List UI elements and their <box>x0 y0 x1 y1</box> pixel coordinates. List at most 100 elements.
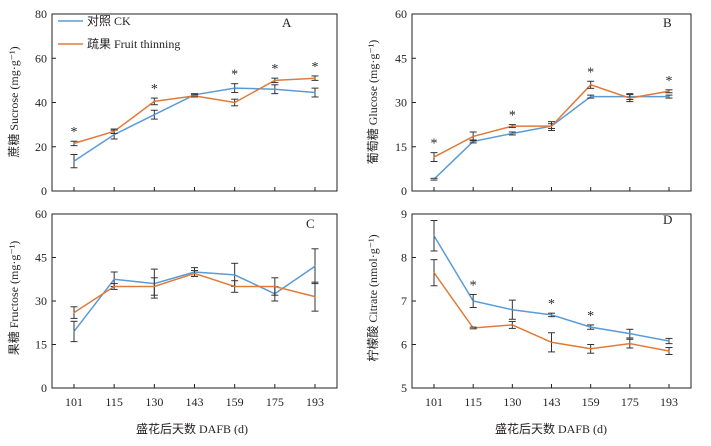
data-point-thinning-d <box>550 341 553 344</box>
x-tick-label-d: 143 <box>543 395 561 409</box>
panel-tag-b: B <box>663 15 672 30</box>
plot-frame-b <box>411 13 692 192</box>
y-tick-label-a: 20 <box>35 140 47 154</box>
data-point-thinning-d <box>433 271 435 274</box>
data-point-ck-a <box>314 91 316 94</box>
significance-marker-a: * <box>312 60 319 75</box>
x-axis-label-left: 盛花后天数 DAFB (d) <box>136 421 248 436</box>
x-tick-label-c: 175 <box>266 395 284 409</box>
data-point-thinning-c <box>73 311 75 314</box>
legend: 对照 CK 疏果 Fruit thinning <box>58 14 180 51</box>
x-tick-label-d: 130 <box>503 395 521 409</box>
data-point-thinning-d <box>668 350 670 352</box>
x-tick-label-c: 115 <box>105 395 123 409</box>
y-tick-label-c: 0 <box>41 381 47 395</box>
significance-marker-d: * <box>587 309 594 324</box>
data-point-ck-d <box>589 326 592 328</box>
data-point-thinning-c <box>314 295 316 298</box>
data-point-thinning-c <box>274 285 276 288</box>
significance-marker-b: * <box>587 65 594 80</box>
y-tick-label-a: 80 <box>35 7 47 21</box>
data-point-thinning-b <box>433 156 435 158</box>
data-point-ck-c <box>314 265 316 268</box>
data-point-ck-d <box>433 234 435 237</box>
data-point-ck-d <box>668 340 670 342</box>
plot-frame-c <box>51 213 338 389</box>
significance-marker-a: * <box>71 125 78 140</box>
data-point-ck-b <box>511 132 514 135</box>
legend-label-ck: 对照 CK <box>87 14 131 28</box>
y-tick-label-c: 60 <box>35 207 47 221</box>
data-point-ck-a <box>274 88 276 91</box>
plot-area-c: 0 15 30 45 60 101 115 130 143 159 175 193 <box>35 207 338 409</box>
y-tick-label-a: 0 <box>41 184 47 198</box>
panel-b: 0 15 30 45 60 * * * * B 葡萄糖 Glucose (mg·g⁻¹) <box>365 7 692 198</box>
x-tick-label-c: 193 <box>306 395 324 409</box>
y-tick-label-d: 8 <box>401 251 407 265</box>
data-point-thinning-b <box>550 125 553 127</box>
data-point-thinning-d <box>589 348 592 350</box>
data-point-ck-c <box>113 278 115 281</box>
data-point-thinning-b <box>472 135 474 138</box>
data-point-ck-b <box>433 178 435 180</box>
data-point-thinning-a <box>314 77 316 79</box>
data-point-ck-a <box>233 87 236 89</box>
y-tick-label-d: 9 <box>401 207 407 221</box>
y-axis-label-c: 果糖 Fructose (mg·g⁻¹) <box>6 241 21 356</box>
y-tick-label-d: 5 <box>401 381 407 395</box>
data-point-thinning-b <box>668 90 670 93</box>
data-point-thinning-b <box>629 97 631 99</box>
series-line-ck-a <box>73 87 316 162</box>
data-point-thinning-d <box>472 327 474 329</box>
y-tick-label-b: 15 <box>395 140 407 154</box>
x-tick-label-c: 159 <box>226 395 244 409</box>
data-point-thinning-b <box>511 125 514 127</box>
x-tick-label-d: 175 <box>621 395 639 409</box>
y-tick-label-b: 0 <box>401 184 407 198</box>
significance-marker-a: * <box>271 62 278 77</box>
x-tick-label-c: 130 <box>145 395 163 409</box>
significance-marker-a: * <box>151 82 158 97</box>
y-tick-label-a: 60 <box>35 51 47 65</box>
significance-marker-a: * <box>231 68 238 83</box>
series-line-thinning-a <box>73 77 316 145</box>
data-point-thinning-a <box>193 95 196 97</box>
series-line-thinning-b <box>433 83 670 158</box>
y-tick-label-b: 30 <box>395 96 407 110</box>
panel-d: 5 6 7 8 9 101 115 130 143 159 175 193 * * * D 柠檬酸 Citr… <box>365 207 692 409</box>
data-point-ck-c <box>73 330 75 333</box>
data-point-thinning-a <box>233 101 236 104</box>
y-tick-label-b: 60 <box>395 7 407 21</box>
x-tick-label-d: 115 <box>464 395 482 409</box>
plot-area-b: 0 15 30 45 60 * * * * <box>395 7 692 198</box>
data-point-ck-a <box>153 113 156 116</box>
plot-area-d: 5 6 7 8 9 101 115 130 143 159 175 193 * * * <box>401 207 692 409</box>
x-tick-label-d: 159 <box>582 395 600 409</box>
legend-label-thinning: 疏果 Fruit thinning <box>87 36 180 51</box>
y-tick-label-d: 6 <box>401 338 407 352</box>
panel-a: 0 20 40 60 80 * * * * * A 蔗糖 Sucrose (mg·g⁻¹) <box>6 7 338 198</box>
panel-tag-d: D <box>663 212 672 227</box>
y-tick-label-d: 7 <box>401 294 407 308</box>
data-point-ck-d <box>472 300 474 302</box>
data-point-ck-b <box>668 95 670 98</box>
data-point-thinning-a <box>113 130 115 133</box>
data-point-thinning-a <box>153 100 156 103</box>
significance-marker-d: * <box>548 297 555 312</box>
significance-marker-b: * <box>431 137 438 152</box>
y-tick-label-b: 45 <box>395 51 407 65</box>
y-tick-label-c: 45 <box>35 251 47 265</box>
significance-marker-d: * <box>470 278 477 293</box>
data-point-ck-d <box>629 332 631 335</box>
data-point-ck-a <box>113 133 115 136</box>
y-axis-label-d: 柠檬酸 Citrate (nmol·g⁻¹) <box>365 234 380 361</box>
data-point-thinning-a <box>274 79 276 82</box>
data-point-thinning-c <box>233 285 236 288</box>
data-point-ck-c <box>233 274 236 276</box>
y-tick-label-c: 15 <box>35 338 47 352</box>
data-point-thinning-b <box>589 84 592 86</box>
y-axis-label-a: 蔗糖 Sucrose (mg·g⁻¹) <box>6 46 21 157</box>
data-point-thinning-a <box>73 142 75 145</box>
data-point-thinning-c <box>113 285 115 288</box>
